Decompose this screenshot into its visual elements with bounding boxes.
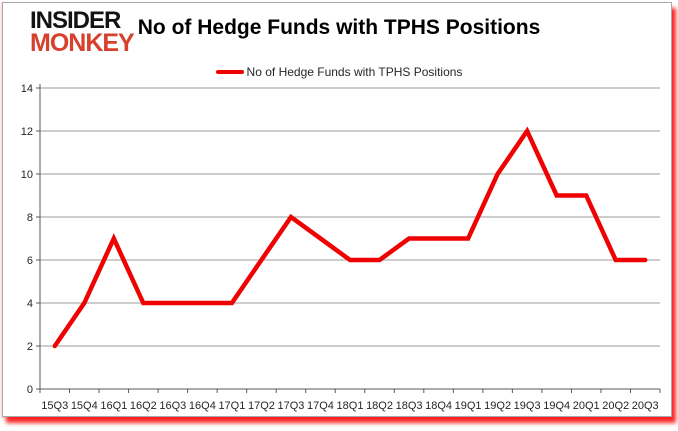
- chart-card: INSIDER MONKEY No of Hedge Funds with TP…: [2, 2, 672, 417]
- x-tick-label: 18Q3: [396, 400, 423, 412]
- x-tick-label: 20Q2: [602, 400, 629, 412]
- x-tick-label: 17Q3: [277, 400, 304, 412]
- x-tick-label: 20Q3: [632, 400, 659, 412]
- x-tick-label: 16Q1: [100, 400, 127, 412]
- y-tick-label: 0: [27, 384, 33, 396]
- y-tick-label: 4: [27, 298, 33, 310]
- legend-line-swatch: [215, 70, 244, 74]
- x-tick-label: 19Q4: [543, 400, 570, 412]
- x-tick-label: 19Q3: [514, 400, 541, 412]
- x-tick-label: 19Q2: [484, 400, 511, 412]
- y-tick-label: 14: [21, 83, 33, 95]
- x-tick-label: 16Q2: [130, 400, 157, 412]
- x-tick-label: 16Q3: [159, 400, 186, 412]
- logo-insider-text: INSIDER: [30, 7, 121, 34]
- x-tick-label: 18Q1: [337, 400, 364, 412]
- series-line: [52, 126, 648, 349]
- x-tick-label: 18Q4: [425, 400, 452, 412]
- x-tick-label: 19Q1: [455, 400, 482, 412]
- legend-label: No of Hedge Funds with TPHS Positions: [246, 65, 463, 79]
- x-tick-label: 17Q4: [307, 400, 334, 412]
- chart-legend: No of Hedge Funds with TPHS Positions: [3, 65, 675, 79]
- x-tick-label: 15Q3: [41, 400, 68, 412]
- x-tick-label: 20Q1: [573, 400, 600, 412]
- insider-monkey-logo: INSIDER MONKEY: [30, 7, 135, 57]
- logo-monkey-text: MONKEY: [30, 29, 135, 57]
- y-tick-label: 6: [27, 255, 33, 267]
- x-tick-label: 17Q1: [218, 400, 245, 412]
- y-tick-label: 12: [21, 126, 33, 138]
- y-tick-label: 8: [27, 212, 33, 224]
- x-tick-label: 17Q2: [248, 400, 275, 412]
- x-tick-label: 18Q2: [366, 400, 393, 412]
- chart-title: No of Hedge Funds with TPHS Positions: [137, 16, 541, 39]
- y-tick-label: 2: [27, 341, 33, 353]
- x-tick-label: 15Q4: [71, 400, 98, 412]
- y-tick-label: 10: [21, 169, 33, 181]
- x-tick-label: 16Q4: [189, 400, 216, 412]
